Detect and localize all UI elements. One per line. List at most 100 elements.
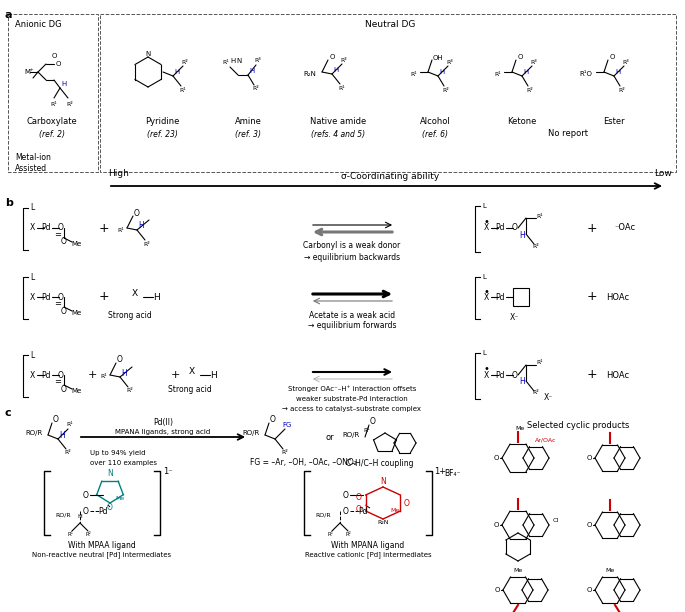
Text: Pyridine: Pyridine xyxy=(145,118,179,127)
Text: R²: R² xyxy=(282,450,288,455)
Text: R¹: R¹ xyxy=(179,88,186,92)
Text: MPANA ligands, strong acid: MPANA ligands, strong acid xyxy=(115,429,210,435)
Text: R²: R² xyxy=(85,532,91,537)
Text: → access to catalyst–substrate complex: → access to catalyst–substrate complex xyxy=(282,406,421,412)
Text: R₂N: R₂N xyxy=(377,520,389,526)
Text: H: H xyxy=(249,68,255,74)
Text: HOAc: HOAc xyxy=(606,370,630,379)
Text: (ref. 6): (ref. 6) xyxy=(422,130,448,138)
Text: R¹: R¹ xyxy=(410,72,417,76)
Text: 1+: 1+ xyxy=(434,466,446,476)
Text: O: O xyxy=(61,237,67,247)
Text: R¹: R¹ xyxy=(51,102,58,106)
Text: FG = –Ar, –OH, –OAc, –ONO₂: FG = –Ar, –OH, –OAc, –ONO₂ xyxy=(250,458,357,468)
Text: Non-reactive neutral [Pd] intermediates: Non-reactive neutral [Pd] intermediates xyxy=(32,551,171,558)
Text: X: X xyxy=(484,293,488,302)
Text: L: L xyxy=(482,203,486,209)
Text: Me: Me xyxy=(72,241,82,247)
Text: O: O xyxy=(51,53,57,59)
Text: Me: Me xyxy=(606,567,614,572)
Text: Pd: Pd xyxy=(41,293,51,302)
Text: Pd(II): Pd(II) xyxy=(153,419,173,428)
Text: R²: R² xyxy=(182,59,188,64)
Text: O: O xyxy=(370,417,376,427)
Text: +: + xyxy=(99,291,110,304)
Text: Me: Me xyxy=(390,509,399,513)
Text: O: O xyxy=(404,499,410,507)
Text: R²: R² xyxy=(64,450,71,455)
Text: (ref. 3): (ref. 3) xyxy=(235,130,261,138)
Bar xyxy=(513,288,529,306)
Text: (ref. 23): (ref. 23) xyxy=(147,130,177,138)
Text: Pd: Pd xyxy=(495,293,505,302)
Text: L: L xyxy=(482,274,486,280)
Text: O: O xyxy=(58,223,64,233)
Text: R¹: R¹ xyxy=(223,61,229,65)
Text: over 110 examples: over 110 examples xyxy=(90,460,157,466)
Text: R²: R² xyxy=(533,390,539,395)
Text: BF₄⁻: BF₄⁻ xyxy=(444,469,460,477)
Text: H: H xyxy=(439,69,445,75)
Text: Native amide: Native amide xyxy=(310,118,366,127)
Text: Reactive cationic [Pd] intermediates: Reactive cationic [Pd] intermediates xyxy=(305,551,432,558)
Text: +: + xyxy=(87,370,97,380)
Text: H: H xyxy=(210,370,217,379)
Text: Pd: Pd xyxy=(495,223,505,233)
Text: R²: R² xyxy=(144,242,151,247)
Text: +: + xyxy=(171,370,179,380)
Text: O: O xyxy=(586,587,592,593)
Text: O: O xyxy=(512,370,518,379)
Text: (ref. 2): (ref. 2) xyxy=(39,130,65,138)
Text: O: O xyxy=(61,384,67,394)
Text: Pd: Pd xyxy=(41,370,51,379)
Text: b: b xyxy=(5,198,13,208)
Text: R²: R² xyxy=(443,88,449,92)
Text: R¹: R¹ xyxy=(364,428,371,433)
Text: Me: Me xyxy=(72,310,82,316)
Text: R²: R² xyxy=(619,88,625,92)
Text: R₂N: R₂N xyxy=(303,71,316,77)
Text: With MPAA ligand: With MPAA ligand xyxy=(68,540,136,550)
Text: O: O xyxy=(58,370,64,379)
Text: O: O xyxy=(107,502,113,512)
Text: O: O xyxy=(83,490,89,499)
Text: High: High xyxy=(108,169,129,178)
Text: +: + xyxy=(586,222,597,234)
Text: Me: Me xyxy=(515,425,525,430)
Text: H: H xyxy=(334,67,338,73)
Text: N: N xyxy=(236,58,242,64)
Text: a: a xyxy=(5,10,12,20)
Text: R¹: R¹ xyxy=(118,228,125,233)
Text: R³: R³ xyxy=(623,59,630,64)
Text: R¹: R¹ xyxy=(67,532,73,537)
Text: Strong acid: Strong acid xyxy=(168,386,212,395)
Text: Neutral DG: Neutral DG xyxy=(365,20,415,29)
Text: +: + xyxy=(99,222,110,234)
Text: Metal-ion
Assisted: Metal-ion Assisted xyxy=(15,153,51,173)
Text: RO/R: RO/R xyxy=(55,512,71,518)
Text: FG: FG xyxy=(282,422,292,428)
Text: H: H xyxy=(121,368,127,378)
Text: RO/R: RO/R xyxy=(25,430,42,436)
Text: RO/R: RO/R xyxy=(342,432,360,438)
Text: OH: OH xyxy=(433,55,443,61)
Text: N: N xyxy=(145,51,151,57)
Text: =: = xyxy=(55,299,62,308)
Text: Me: Me xyxy=(513,567,523,572)
Text: R²: R² xyxy=(345,532,351,537)
Text: Pd: Pd xyxy=(495,370,505,379)
Text: Low: Low xyxy=(654,169,672,178)
Text: H: H xyxy=(519,231,525,239)
Text: Anionic DG: Anionic DG xyxy=(15,20,62,29)
Text: Pd: Pd xyxy=(358,507,368,515)
Text: Selected cyclic products: Selected cyclic products xyxy=(527,420,630,430)
Text: N: N xyxy=(107,469,113,479)
Text: H: H xyxy=(523,69,529,75)
Text: R¹: R¹ xyxy=(101,375,108,379)
Text: =: = xyxy=(55,231,62,239)
Text: RO/R: RO/R xyxy=(315,512,331,518)
Text: (refs. 4 and 5): (refs. 4 and 5) xyxy=(311,130,365,138)
Text: R¹: R¹ xyxy=(495,72,501,76)
Text: With MPANA ligand: With MPANA ligand xyxy=(332,540,405,550)
Text: O: O xyxy=(586,455,592,461)
